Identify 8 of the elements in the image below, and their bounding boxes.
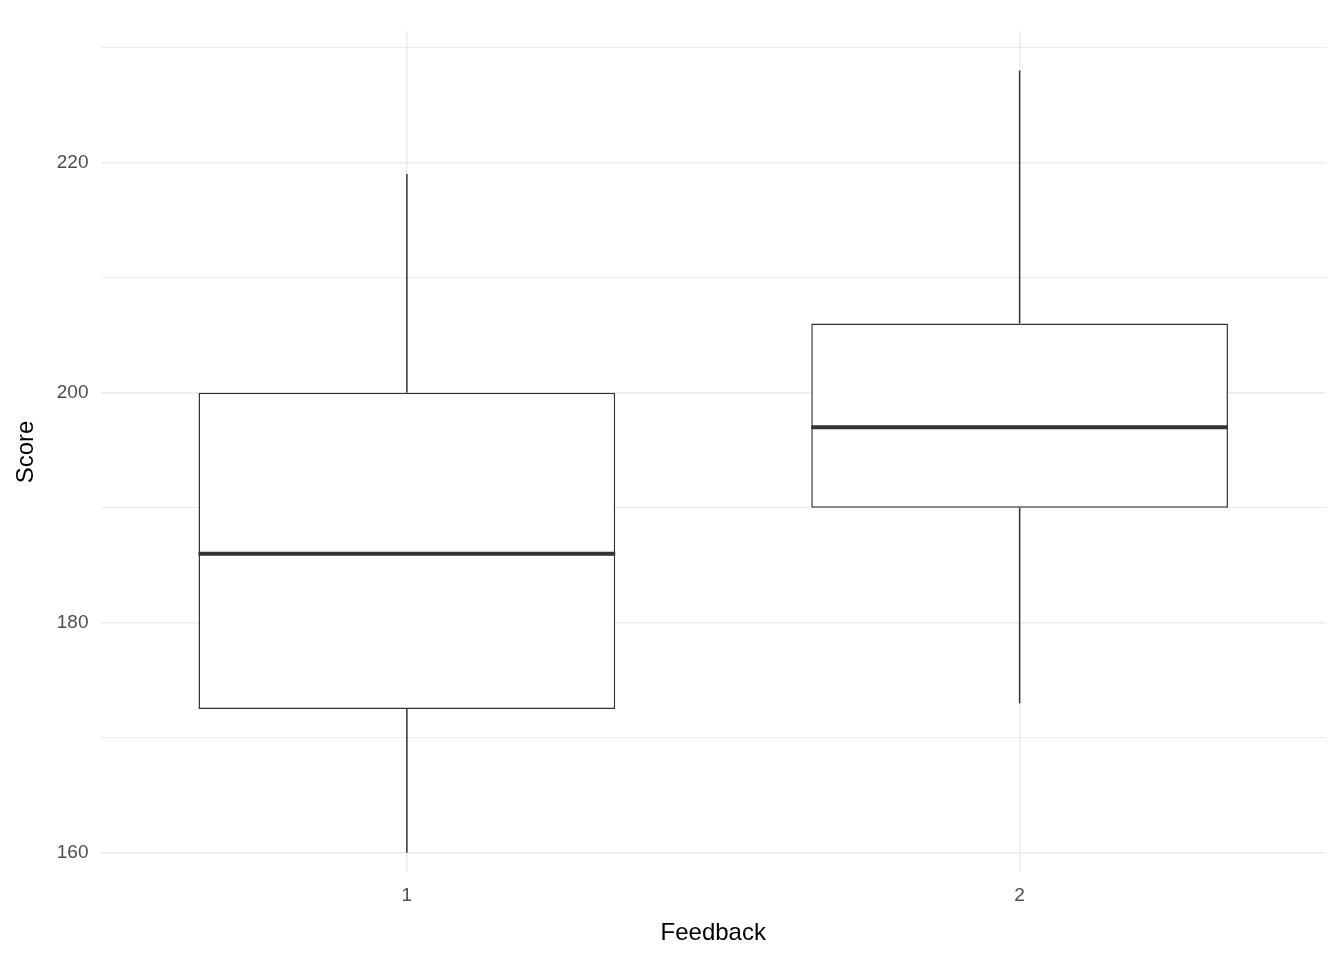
y-axis-title: Score	[11, 420, 39, 484]
x-axis-title: Feedback	[660, 918, 767, 946]
x-tick-label: 1	[401, 884, 413, 906]
y-tick-label: 220	[56, 150, 89, 172]
y-tick-label: 160	[56, 841, 89, 863]
x-tick-label: 2	[1014, 884, 1025, 906]
y-tick-label: 180	[56, 610, 89, 632]
y-tick-label: 200	[56, 380, 89, 402]
